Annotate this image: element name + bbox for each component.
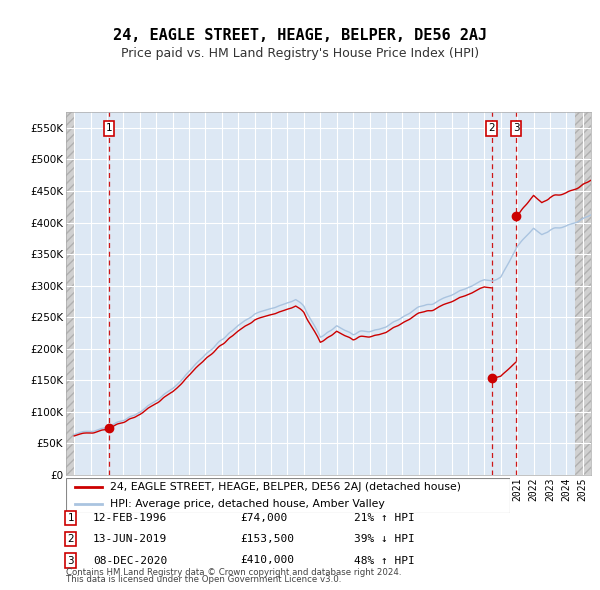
Text: 24, EAGLE STREET, HEAGE, BELPER, DE56 2AJ (detached house): 24, EAGLE STREET, HEAGE, BELPER, DE56 2A…	[110, 483, 461, 493]
Text: £153,500: £153,500	[240, 535, 294, 544]
Text: 13-JUN-2019: 13-JUN-2019	[93, 535, 167, 544]
Text: 24, EAGLE STREET, HEAGE, BELPER, DE56 2AJ: 24, EAGLE STREET, HEAGE, BELPER, DE56 2A…	[113, 28, 487, 43]
Text: 3: 3	[513, 123, 520, 133]
Text: 08-DEC-2020: 08-DEC-2020	[93, 556, 167, 565]
Text: Contains HM Land Registry data © Crown copyright and database right 2024.: Contains HM Land Registry data © Crown c…	[66, 568, 401, 577]
Text: 3: 3	[67, 556, 74, 565]
Bar	[66, 76, 74, 475]
Text: 1: 1	[106, 123, 112, 133]
Text: 39% ↓ HPI: 39% ↓ HPI	[354, 535, 415, 544]
Text: £410,000: £410,000	[240, 556, 294, 565]
Bar	[575, 76, 599, 475]
Text: 2: 2	[488, 123, 495, 133]
Text: This data is licensed under the Open Government Licence v3.0.: This data is licensed under the Open Gov…	[66, 575, 341, 584]
Text: Price paid vs. HM Land Registry's House Price Index (HPI): Price paid vs. HM Land Registry's House …	[121, 47, 479, 60]
Text: 21% ↑ HPI: 21% ↑ HPI	[354, 513, 415, 523]
Text: 12-FEB-1996: 12-FEB-1996	[93, 513, 167, 523]
Text: 2: 2	[67, 535, 74, 544]
Text: HPI: Average price, detached house, Amber Valley: HPI: Average price, detached house, Ambe…	[110, 499, 385, 509]
Text: 48% ↑ HPI: 48% ↑ HPI	[354, 556, 415, 565]
Text: 1: 1	[67, 513, 74, 523]
Text: £74,000: £74,000	[240, 513, 287, 523]
FancyBboxPatch shape	[66, 478, 510, 513]
